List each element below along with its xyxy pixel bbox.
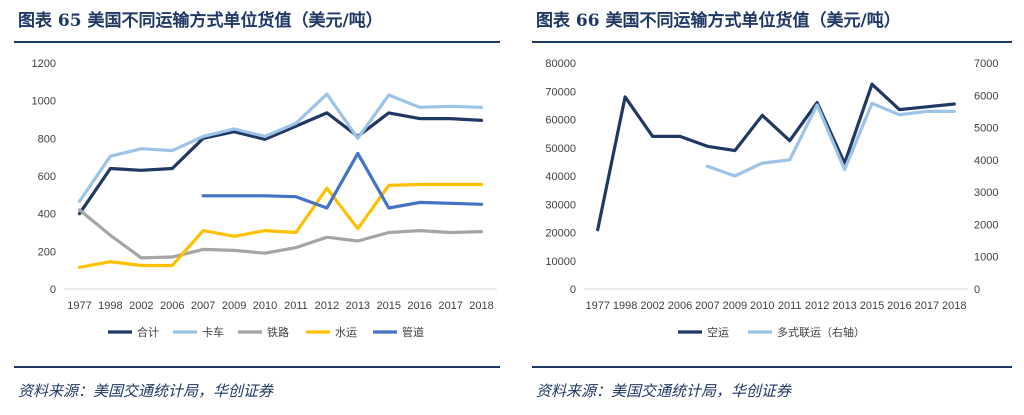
series-line-卡车 [77, 92, 484, 203]
chart-65: 0 200 400 600 800 1000 1200 1977 1998 2002 2006 200… [32, 58, 497, 339]
y2-tick-label: 3000 [974, 187, 998, 199]
y2-tick-label: 7000 [974, 58, 998, 70]
source-rule [532, 366, 1012, 368]
figure-title: 图表 65 美国不同运输方式单位货值（美元/吨） [18, 11, 383, 31]
legend-label-空运: 空运 [707, 325, 729, 339]
legend-label-水运: 水运 [335, 326, 357, 339]
x-tick-label: 2017 [438, 300, 462, 312]
series-line-铁路 [77, 208, 484, 260]
y-tick-label: 40000 [545, 171, 576, 183]
x-tick-label: 1998 [98, 300, 122, 312]
title-rule [14, 41, 500, 43]
x-tick-label: 2017 [915, 300, 939, 312]
y-tick-label: 200 [38, 246, 56, 258]
legend-label-卡车: 卡车 [202, 325, 224, 339]
x-tick-label: 2018 [469, 300, 493, 312]
y-tick-label: 600 [38, 171, 56, 183]
series-line-水运 [77, 182, 484, 269]
source-note: 资料来源：美国交通统计局，华创证券 [18, 382, 274, 400]
x-tick-label: 1977 [585, 300, 609, 312]
y2-tick-label: 6000 [974, 90, 998, 102]
y-tick-label: 50000 [545, 143, 576, 155]
title-rule [532, 41, 1012, 43]
y-tick-label: 1200 [32, 58, 56, 70]
x-tick-label: 2010 [253, 300, 277, 312]
legend-label-铁路: 铁路 [267, 326, 289, 339]
x-tick-label: 2006 [160, 300, 184, 312]
x-tick-label: 2002 [129, 300, 153, 312]
x-tick-label: 2012 [315, 300, 339, 312]
y-tick-label: 400 [38, 209, 56, 221]
y2-tick-label: 4000 [974, 155, 998, 167]
x-tick-label: 1977 [67, 300, 91, 312]
y-tick-label: 60000 [545, 115, 576, 127]
x-tick-label: 2015 [860, 300, 884, 312]
y-tick-label: 10000 [545, 256, 576, 268]
series-line-多式联运（右轴） [705, 101, 956, 178]
y-tick-label: 80000 [545, 58, 576, 70]
figure-title: 图表 66 美国不同运输方式单位货值（美元/吨） [536, 11, 901, 31]
series-line-空运 [596, 82, 956, 232]
y-tick-label: 20000 [545, 228, 576, 240]
x-tick-label: 2013 [346, 300, 370, 312]
y-tick-label: 1000 [32, 96, 56, 108]
x-tick-label: 2016 [407, 300, 431, 312]
y-tick-label: 70000 [545, 86, 576, 98]
x-tick-label: 2002 [640, 300, 664, 312]
x-tick-label: 2009 [222, 300, 246, 312]
source-note: 资料来源：美国交通统计局，华创证券 [536, 382, 792, 400]
x-tick-label: 2007 [695, 300, 719, 312]
y-tick-label: 800 [38, 133, 56, 145]
series-line-管道 [201, 151, 484, 210]
y2-tick-label: 2000 [974, 219, 998, 231]
y2-tick-label: 5000 [974, 123, 998, 135]
x-tick-label: 2015 [377, 300, 401, 312]
y2-tick-label: 1000 [974, 252, 998, 264]
y-tick-label: 30000 [545, 199, 576, 211]
x-tick-label: 2012 [805, 300, 829, 312]
x-tick-label: 2018 [942, 300, 966, 312]
x-tick-label: 1998 [613, 300, 637, 312]
figure-65: 图表 65 美国不同运输方式单位货值（美元/吨） 0 200 400 600 800 10… [14, 11, 500, 400]
y-tick-label: 0 [50, 284, 56, 296]
x-tick-label: 2009 [723, 300, 747, 312]
legend-label-合计: 合计 [137, 325, 159, 339]
legend-label-管道: 管道 [402, 325, 424, 339]
x-tick-label: 2010 [750, 300, 774, 312]
chart-66: 0100002000030000400005000060000700008000… [545, 58, 998, 339]
legend-label-多式联运（右轴）: 多式联运（右轴） [777, 325, 865, 339]
x-tick-label: 2006 [668, 300, 692, 312]
x-tick-label: 2007 [191, 300, 215, 312]
figure-66: 图表 66 美国不同运输方式单位货值（美元/吨） 0 10000 20000 3000… [518, 0, 1024, 415]
x-tick-label: 2011 [778, 300, 802, 312]
series-line-合计 [77, 111, 484, 216]
x-tick-label: 2013 [832, 300, 856, 312]
y2-tick-label: 0 [974, 284, 980, 296]
x-tick-label: 2011 [284, 300, 308, 312]
y-tick-label: 0 [570, 284, 576, 296]
source-rule [14, 366, 500, 368]
x-tick-label: 2016 [887, 300, 911, 312]
